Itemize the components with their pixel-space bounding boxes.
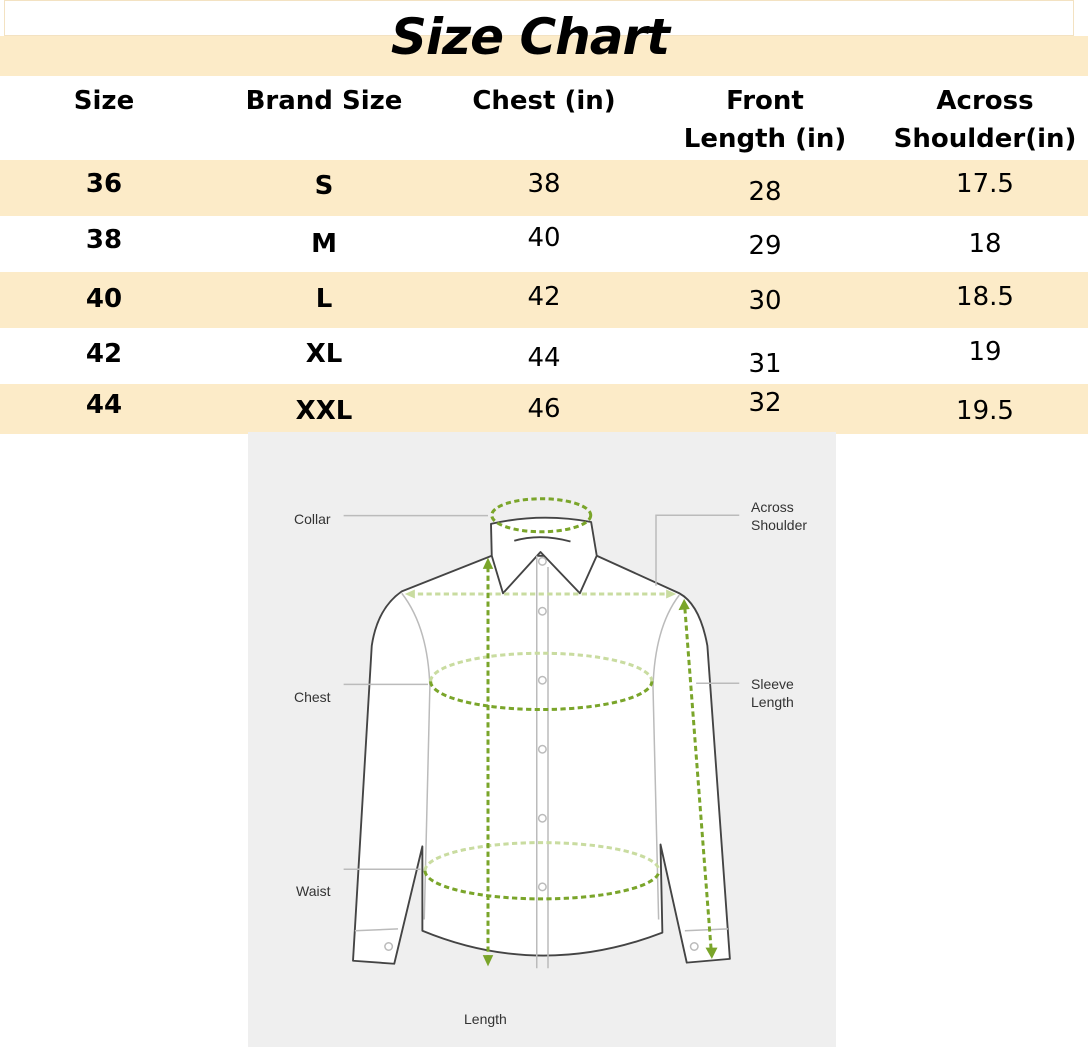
- label-waist: Waist: [296, 883, 331, 899]
- table-cell: 38: [527, 169, 561, 199]
- table-cell: 18: [968, 229, 1002, 259]
- table-cell: 31: [748, 349, 782, 379]
- row-band-5: [0, 384, 1088, 434]
- row-band-3: [0, 272, 1088, 328]
- table-cell: XXL: [295, 396, 353, 426]
- column-header: Size: [73, 86, 135, 116]
- table-cell: 19.5: [956, 396, 1014, 426]
- label-length: Length: [464, 1011, 507, 1027]
- top-border-strip: [4, 0, 1074, 36]
- table-cell: 29: [748, 231, 782, 261]
- column-header: Length (in): [683, 124, 847, 154]
- label-across-shoulder: Across Shoulder: [751, 498, 807, 534]
- label-line: Shoulder: [751, 517, 808, 533]
- size-cell: 38: [85, 225, 123, 255]
- table-cell: 40: [527, 223, 561, 253]
- title-band: [0, 36, 1088, 76]
- label-line: Length: [751, 694, 794, 710]
- shirt-measurement-diagram: Collar Chest Waist Length Across Shoulde…: [248, 432, 836, 1047]
- size-cell: 36: [85, 169, 123, 199]
- column-header: Brand Size: [245, 86, 403, 116]
- label-chest: Chest: [294, 689, 331, 705]
- column-header: Chest (in): [472, 86, 616, 116]
- table-cell: M: [311, 229, 337, 259]
- collar-measure: [490, 497, 593, 534]
- chest-measure: [429, 681, 654, 711]
- label-line: Sleeve: [751, 676, 794, 692]
- size-cell: 40: [85, 284, 123, 314]
- table-cell: 32: [748, 388, 782, 418]
- label-sleeve-length: Sleeve Length: [751, 675, 794, 711]
- sleeve-measure: [683, 608, 713, 950]
- column-header: Across: [936, 86, 1034, 116]
- size-cell: 42: [85, 339, 123, 369]
- table-cell: XL: [305, 339, 343, 369]
- table-cell: 30: [748, 286, 782, 316]
- collar-shape: [490, 516, 598, 595]
- waist-measure: [423, 870, 661, 901]
- table-cell: 19: [968, 337, 1002, 367]
- table-cell: 28: [748, 177, 782, 207]
- label-line: Across: [751, 499, 794, 515]
- column-header: Front: [726, 86, 804, 116]
- row-band-1: [0, 160, 1088, 216]
- table-cell: 44: [527, 343, 561, 373]
- column-header: Shoulder(in): [893, 124, 1077, 154]
- page-title: Size Chart: [390, 8, 670, 66]
- size-cell: 44: [85, 390, 123, 420]
- table-cell: 46: [527, 394, 561, 424]
- table-cell: L: [315, 284, 333, 314]
- shirt-body: [352, 554, 731, 965]
- label-collar: Collar: [294, 511, 331, 527]
- shirt-illustration: [343, 497, 740, 969]
- table-cell: 18.5: [956, 282, 1014, 312]
- table-cell: 17.5: [956, 169, 1014, 199]
- table-cell: 42: [527, 282, 561, 312]
- table-cell: S: [314, 171, 334, 201]
